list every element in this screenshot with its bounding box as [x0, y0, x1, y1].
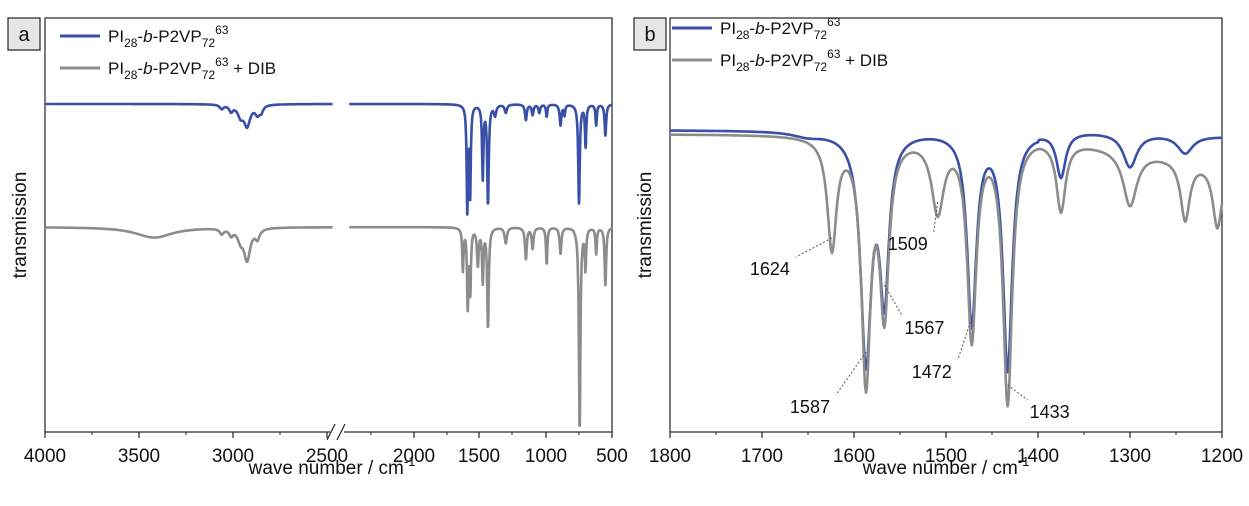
series-pure-line-seg1	[348, 102, 613, 216]
x-tick-label-3500: 3500	[118, 446, 160, 467]
x-tick-label-1800: 1800	[649, 446, 691, 467]
legend-entry-dib-label: PI28-b-P2VP7263 + DIB	[108, 55, 276, 82]
x-tick-label-4000: 4000	[24, 446, 66, 467]
chart-b-svg: 1800 1700 1600 1500 1400 1300 1200 1624 1587 1567…	[633, 15, 1243, 479]
annotation-leader-1433	[1007, 384, 1028, 401]
annotation-leader-1624	[795, 237, 833, 258]
x-tick-label-1300: 1300	[1109, 446, 1151, 467]
x-tick-label-1500: 1500	[925, 446, 967, 467]
y-axis-title: transmission	[635, 172, 656, 279]
legend-entry-pure: PI28-b-P2VP7263	[60, 23, 229, 50]
annotation-leader-1509	[933, 201, 939, 233]
x-tick-label-3000: 3000	[212, 446, 254, 467]
x-tick-label-2000: 2000	[393, 446, 435, 467]
x-tick-label-1200: 1200	[1201, 446, 1243, 467]
panel-label-b-box	[633, 17, 667, 51]
legend-entry-dib-label: PI28-b-P2VP7263 + DIB	[720, 47, 888, 74]
series-dib-line-seg1	[348, 225, 613, 428]
annotation-leader-1472	[957, 317, 973, 361]
annotation-label-1433: 1433	[1030, 402, 1070, 422]
panel-label-a-box	[7, 17, 41, 51]
x-tick-label-1500: 1500	[458, 446, 500, 467]
legend-entry-pure: PI28-b-P2VP7263	[672, 15, 841, 42]
panel-label-b-text: b	[644, 24, 655, 46]
x-tick-label-500: 500	[596, 446, 628, 467]
panel-label-b: b	[633, 17, 667, 51]
chart-panel-b: 1800 1700 1600 1500 1400 1300 1200 1624 1587 1567…	[630, 0, 1249, 506]
annotation-label-1472: 1472	[912, 362, 952, 382]
annotation-label-1587: 1587	[790, 397, 830, 417]
x-axis-title: wave number / cm-1	[862, 454, 1030, 479]
legend-entry-pure-label: PI28-b-P2VP7263	[108, 23, 229, 50]
series-pure-line-seg0	[44, 102, 334, 130]
chart-panel-a: 4000 3500 3000 2500 2000 1500 1000 500 transmiss…	[7, 17, 628, 479]
x-tick-label-1400: 1400	[1017, 446, 1059, 467]
x-tick-label-1600: 1600	[833, 446, 875, 467]
legend-entry-dib: PI28-b-P2VP7263 + DIB	[60, 55, 276, 82]
series-dib-line	[669, 133, 1224, 408]
annotation-label-1624: 1624	[750, 259, 790, 279]
panel-label-a-text: a	[18, 24, 30, 46]
x-tick-label-2500: 2500	[306, 446, 348, 467]
annotation-label-1509: 1509	[888, 234, 928, 254]
x-tick-label-1700: 1700	[741, 446, 783, 467]
annotation-label-1567: 1567	[904, 318, 944, 338]
x-tick-label-1000: 1000	[525, 446, 567, 467]
annotation-leader-1587	[835, 351, 867, 396]
annotation-leader-1567	[883, 284, 903, 317]
axis-break-mark-2	[336, 423, 346, 441]
x-axis-title: wave number / cm-1	[248, 454, 416, 479]
legend-entry-dib: PI28-b-P2VP7263 + DIB	[672, 47, 888, 74]
chart-a-svg: 4000 3500 3000 2500 2000 1500 1000 500 transmiss…	[7, 17, 628, 479]
axis-break-mark-1	[326, 423, 336, 441]
plot-frame	[44, 17, 613, 433]
y-axis-title: transmission	[10, 172, 31, 279]
legend-entry-pure-label: PI28-b-P2VP7263	[720, 15, 841, 42]
series-dib-line-seg0	[44, 226, 334, 264]
series-pure-line	[669, 129, 1223, 374]
panel-label-a: a	[7, 17, 41, 51]
